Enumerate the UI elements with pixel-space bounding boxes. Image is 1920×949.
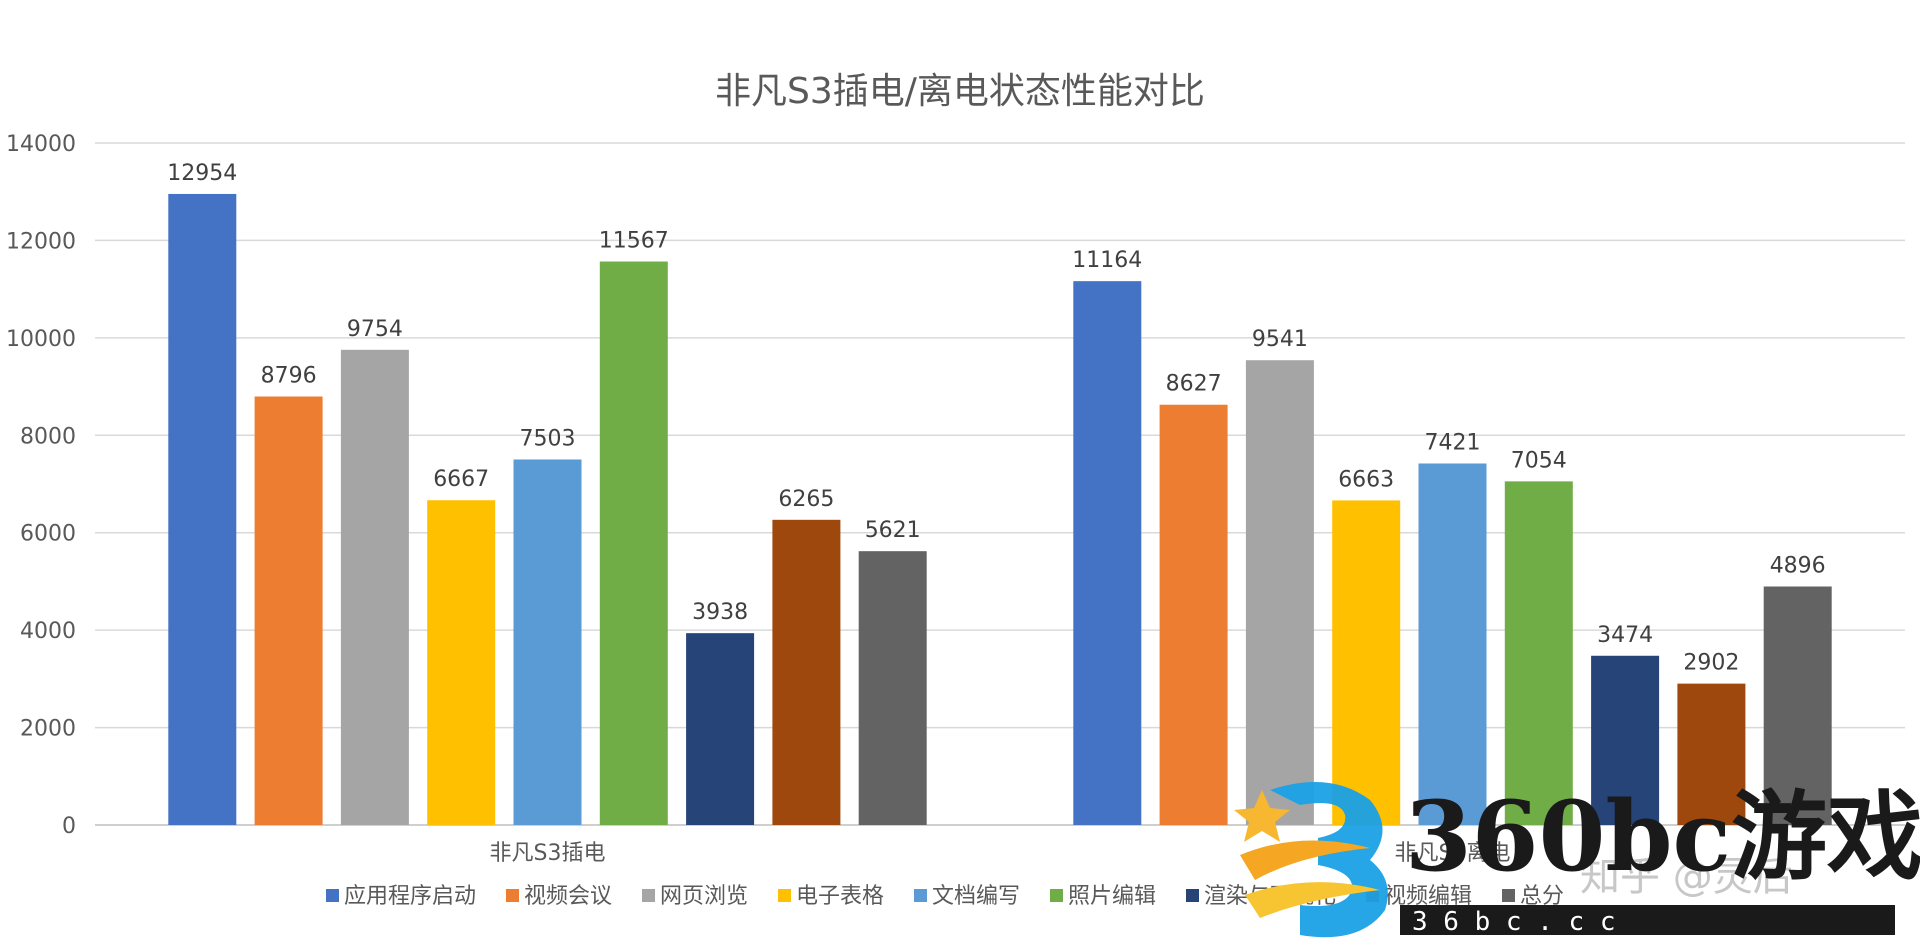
watermark-faint-text: 知乎 @灵后	[1580, 854, 1793, 900]
x-category-label: 非凡S3插电	[490, 841, 606, 866]
legend: 应用程序启动视频会议网页浏览电子表格文档编写照片编辑渲染与可视化视频编辑总分	[326, 884, 1564, 909]
data-labels: 12954 8796 9754 6667 7503 11567 3938 6265 5621 11…	[167, 161, 1825, 676]
chart-title: 非凡S3插电/离电状态性能对比	[715, 71, 1205, 112]
bar	[1677, 683, 1746, 825]
bar	[1591, 655, 1660, 825]
data-label: 8796	[261, 364, 317, 389]
legend-swatch	[642, 889, 655, 902]
legend-label: 网页浏览	[660, 884, 748, 909]
data-label: 6663	[1338, 467, 1394, 492]
legend-swatch	[1186, 889, 1199, 902]
data-label: 9754	[347, 317, 403, 342]
bar	[340, 349, 409, 825]
bar	[1073, 281, 1142, 826]
legend-label: 电子表格	[796, 884, 884, 909]
y-tick-label: 10000	[6, 327, 76, 352]
legend-label: 文档编写	[932, 884, 1020, 909]
data-label: 2902	[1683, 651, 1739, 676]
data-label: 7503	[520, 426, 576, 451]
legend-label: 视频会议	[524, 884, 612, 909]
data-label: 9541	[1252, 327, 1308, 352]
watermark-domain: 3 6 b c . c c	[1412, 907, 1616, 937]
data-label: 11567	[599, 229, 669, 254]
legend-swatch	[506, 889, 519, 902]
y-tick-label: 6000	[20, 522, 76, 547]
legend-label: 视频编辑	[1384, 884, 1472, 909]
data-label: 4896	[1770, 553, 1826, 578]
y-tick-label: 8000	[20, 424, 76, 449]
legend-swatch	[914, 889, 927, 902]
bar	[1245, 360, 1314, 825]
y-tick-label: 2000	[20, 717, 76, 742]
legend-label: 应用程序启动	[344, 884, 476, 909]
data-label: 7054	[1511, 448, 1567, 473]
bar	[599, 261, 668, 825]
b-star-logo-icon	[1234, 782, 1388, 938]
bar	[168, 193, 237, 825]
data-label: 11164	[1072, 248, 1142, 273]
legend-swatch	[778, 889, 791, 902]
y-axis-ticks: 0 2000 4000 6000 8000 10000 12000 14000	[6, 132, 76, 839]
x-category-label: 非凡S3离电	[1395, 841, 1511, 866]
y-tick-label: 4000	[20, 619, 76, 644]
y-tick-label: 12000	[6, 229, 76, 254]
bar	[1763, 586, 1832, 825]
bar	[254, 396, 323, 825]
watermark: 知乎 @灵后 360bc游戏 3 6 b c . c c	[1234, 780, 1920, 938]
data-label: 3938	[692, 600, 748, 625]
y-tick-label: 0	[62, 814, 76, 839]
x-axis-categories: 非凡S3插电 非凡S3离电	[490, 841, 1511, 866]
bar	[1159, 404, 1228, 825]
watermark-domain-bar	[1400, 905, 1895, 935]
bar	[1504, 481, 1573, 825]
data-label: 8627	[1166, 372, 1222, 397]
bar	[772, 519, 841, 825]
legend-swatch	[1050, 889, 1063, 902]
data-label: 5621	[865, 518, 921, 543]
bar	[427, 500, 496, 825]
data-label: 6667	[433, 467, 489, 492]
data-label: 7421	[1425, 430, 1481, 455]
bar	[1418, 463, 1487, 825]
y-tick-label: 14000	[6, 132, 76, 157]
legend-swatch	[326, 889, 339, 902]
legend-label: 总分	[1520, 884, 1564, 909]
data-label: 12954	[167, 161, 237, 186]
bar	[1332, 500, 1401, 825]
bar	[513, 459, 582, 825]
legend-label: 照片编辑	[1068, 884, 1156, 909]
data-label: 6265	[778, 487, 834, 512]
data-label: 3474	[1597, 623, 1653, 648]
bar	[686, 633, 755, 825]
watermark-brand: 360bc游戏	[1405, 780, 1920, 893]
bars	[168, 193, 1832, 826]
legend-swatch	[1502, 889, 1515, 902]
bar	[858, 551, 927, 825]
